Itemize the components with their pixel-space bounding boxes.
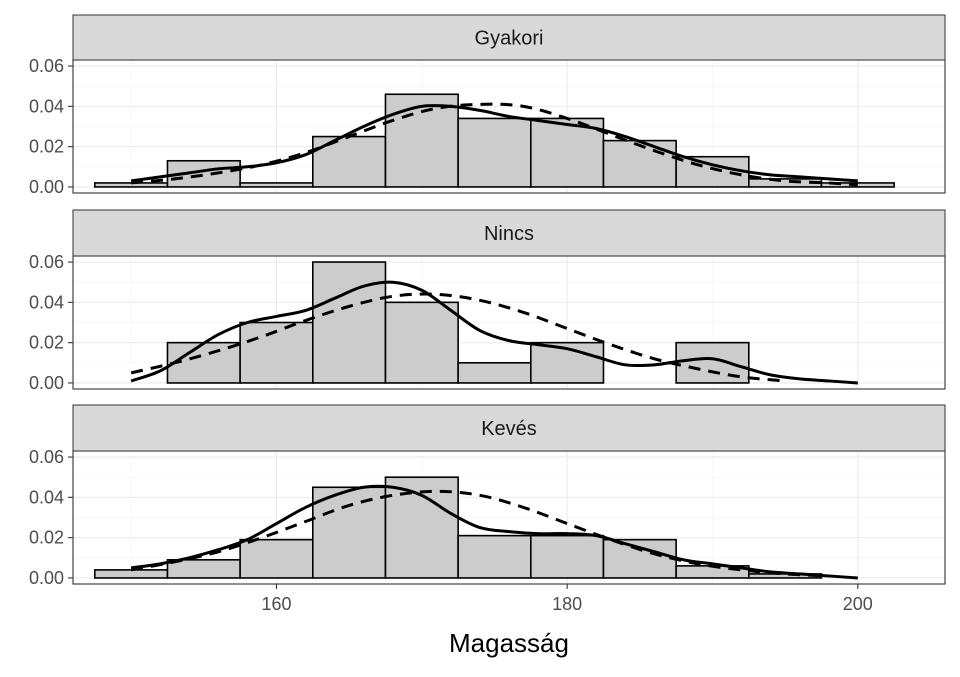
histogram-bar: [384, 301, 459, 384]
facet-strip-label: Kevés: [481, 418, 537, 440]
kernel-density-line: [130, 104, 858, 183]
y-tick-label: 0.00: [29, 373, 64, 393]
x-tick-label: 160: [261, 594, 291, 614]
kernel-density-line: [130, 280, 858, 385]
kernel-density-line: [130, 484, 858, 580]
histogram-bar: [94, 182, 169, 188]
histogram-bar: [457, 117, 532, 188]
y-tick-label: 0.04: [29, 96, 64, 116]
histogram-bar: [311, 135, 387, 188]
normal-density-line: [130, 489, 829, 578]
y-tick-label: 0.06: [29, 447, 64, 467]
histogram-bar: [457, 362, 532, 384]
facet-strip: [72, 209, 946, 257]
histogram-bar: [94, 569, 169, 579]
x-axis-title: Magasság: [449, 628, 569, 658]
histogram-bar: [311, 486, 387, 579]
y-tick-label: 0.02: [29, 333, 64, 353]
histogram-bar: [675, 155, 750, 188]
y-tick-label: 0.02: [29, 137, 64, 157]
histogram-bar: [384, 93, 459, 188]
histogram-bar: [529, 534, 605, 579]
x-tick-label: 200: [843, 594, 873, 614]
facet-strip-label: Nincs: [484, 223, 534, 245]
histogram-bar: [602, 139, 677, 188]
y-tick-label: 0.06: [29, 252, 64, 272]
facet-strip: [72, 14, 946, 61]
x-tick-label: 180: [552, 594, 582, 614]
histogram-bar: [457, 534, 532, 579]
histogram-bar: [166, 341, 241, 384]
y-tick-label: 0.04: [29, 487, 64, 507]
y-tick-label: 0.04: [29, 292, 64, 312]
facet-strip: [72, 404, 946, 452]
normal-density-line: [130, 292, 786, 383]
y-tick-label: 0.00: [29, 177, 64, 197]
histogram-bar: [311, 261, 387, 384]
y-tick-label: 0.00: [29, 568, 64, 588]
histogram-bar: [602, 538, 677, 579]
y-tick-label: 0.02: [29, 528, 64, 548]
histogram-bar: [529, 117, 605, 188]
histogram-bar: [239, 182, 314, 188]
facet-strip-label: Gyakori: [475, 28, 544, 50]
histogram-bar: [239, 538, 314, 579]
y-tick-label: 0.06: [29, 56, 64, 76]
